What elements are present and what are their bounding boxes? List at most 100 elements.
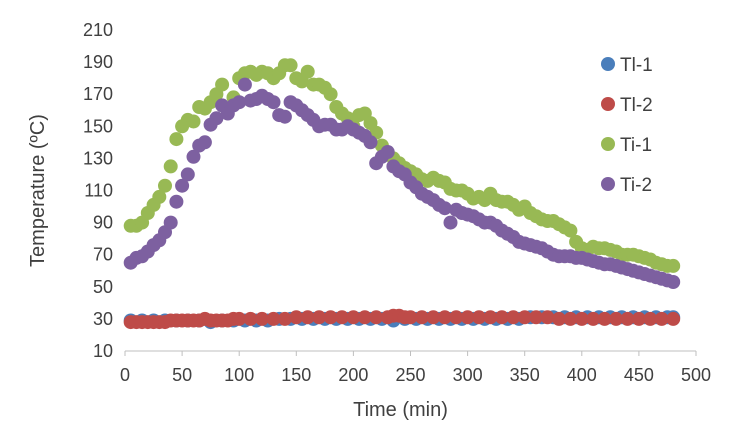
data-point [643, 311, 658, 326]
data-point [163, 215, 178, 230]
legend-item: Ti-1 [601, 135, 652, 156]
chart-frame: 10 30 50 70 90 110 130 150 170 190 210 0 50 100 150 20… [10, 8, 722, 424]
data-point [620, 311, 635, 326]
data-point [666, 275, 681, 289]
y-tick-label: 210 [83, 20, 113, 40]
data-point [237, 77, 252, 92]
data-point [243, 311, 258, 326]
x-tick-label: 0 [120, 365, 130, 385]
data-point [631, 311, 646, 326]
legend-marker [601, 177, 615, 191]
data-point [597, 311, 612, 326]
data-point [158, 178, 172, 193]
legend-item: Tl-1 [601, 55, 653, 76]
x-tick-label: 500 [681, 365, 711, 385]
data-point [335, 310, 349, 325]
data-point [529, 310, 544, 325]
data-point [283, 58, 298, 73]
data-point [169, 132, 184, 147]
x-tick-label: 150 [281, 365, 311, 385]
y-tick-label: 110 [84, 181, 113, 201]
data-point [323, 87, 338, 102]
data-point [369, 310, 384, 325]
data-point [443, 215, 458, 230]
data-point [506, 310, 521, 325]
data-point [186, 149, 201, 164]
legend-marker [601, 57, 615, 71]
data-point [472, 310, 486, 325]
data-point [277, 311, 292, 326]
x-tick-label: 50 [172, 365, 192, 385]
legend-label: Ti-1 [620, 135, 652, 156]
x-tick-label: 200 [338, 365, 368, 385]
series-tl-2 [123, 308, 681, 330]
temperature-scatter-chart: 10 30 50 70 90 110 130 150 170 190 210 0 50 100 150 20… [27, 20, 711, 421]
data-point [289, 310, 304, 325]
legend-label: Ti-2 [620, 175, 652, 196]
legend-marker [601, 97, 615, 111]
data-point [563, 223, 578, 238]
data-point [563, 311, 578, 326]
data-point [414, 310, 429, 325]
data-point [277, 109, 292, 124]
x-axis-title: Time (min) [353, 399, 448, 421]
data-point [215, 77, 230, 92]
data-point [180, 167, 195, 182]
x-axis-ticks: 0 50 100 150 200 250 300 350 400 450 500 [120, 351, 711, 385]
data-point [403, 310, 418, 325]
data-point [346, 310, 361, 325]
data-point [232, 95, 247, 110]
legend-item: Tl-2 [601, 95, 653, 116]
y-tick-label: 150 [83, 116, 113, 136]
data-point [426, 310, 441, 325]
series-ti-2 [123, 77, 681, 289]
y-tick-label: 70 [93, 245, 113, 265]
data-point [666, 311, 681, 326]
y-axis-title: Temperature (ºC) [27, 114, 49, 267]
y-tick-label: 90 [93, 213, 113, 233]
data-point [460, 310, 475, 325]
data-point [255, 311, 269, 326]
data-point [494, 310, 509, 325]
data-point [357, 310, 372, 325]
data-point [654, 311, 669, 326]
x-tick-label: 450 [624, 365, 654, 385]
data-point [380, 145, 395, 159]
data-point [209, 111, 224, 126]
x-tick-label: 400 [567, 365, 597, 385]
data-point [300, 64, 315, 79]
data-point [586, 311, 601, 326]
data-point [312, 310, 327, 325]
data-point [300, 310, 315, 325]
plot-points [123, 58, 681, 330]
data-point [483, 310, 498, 325]
x-tick-label: 250 [395, 365, 425, 385]
data-point [609, 311, 624, 326]
x-tick-label: 350 [510, 365, 540, 385]
data-point [437, 201, 452, 216]
y-tick-label: 170 [83, 84, 113, 104]
y-tick-label: 130 [83, 148, 113, 168]
data-point [363, 135, 378, 150]
legend-label: Tl-1 [620, 55, 653, 76]
y-tick-label: 10 [93, 341, 113, 361]
data-point [323, 310, 338, 325]
data-point [552, 311, 566, 326]
data-point [517, 310, 532, 325]
data-point [163, 159, 178, 174]
data-point [186, 114, 201, 129]
data-point [266, 311, 281, 326]
data-point [197, 135, 212, 150]
data-point [449, 310, 464, 325]
x-tick-label: 100 [224, 365, 254, 385]
legend: Tl-1 Tl-2 Ti-1 Ti-2 [601, 55, 653, 196]
data-point [540, 310, 555, 325]
data-point [232, 311, 247, 326]
y-axis-ticks: 10 30 50 70 90 110 130 150 170 190 210 [83, 20, 113, 361]
y-tick-label: 30 [93, 309, 113, 329]
data-point [152, 189, 167, 204]
data-point [666, 258, 681, 273]
data-point [175, 178, 190, 193]
legend-label: Tl-2 [620, 95, 653, 116]
data-point [266, 95, 281, 110]
